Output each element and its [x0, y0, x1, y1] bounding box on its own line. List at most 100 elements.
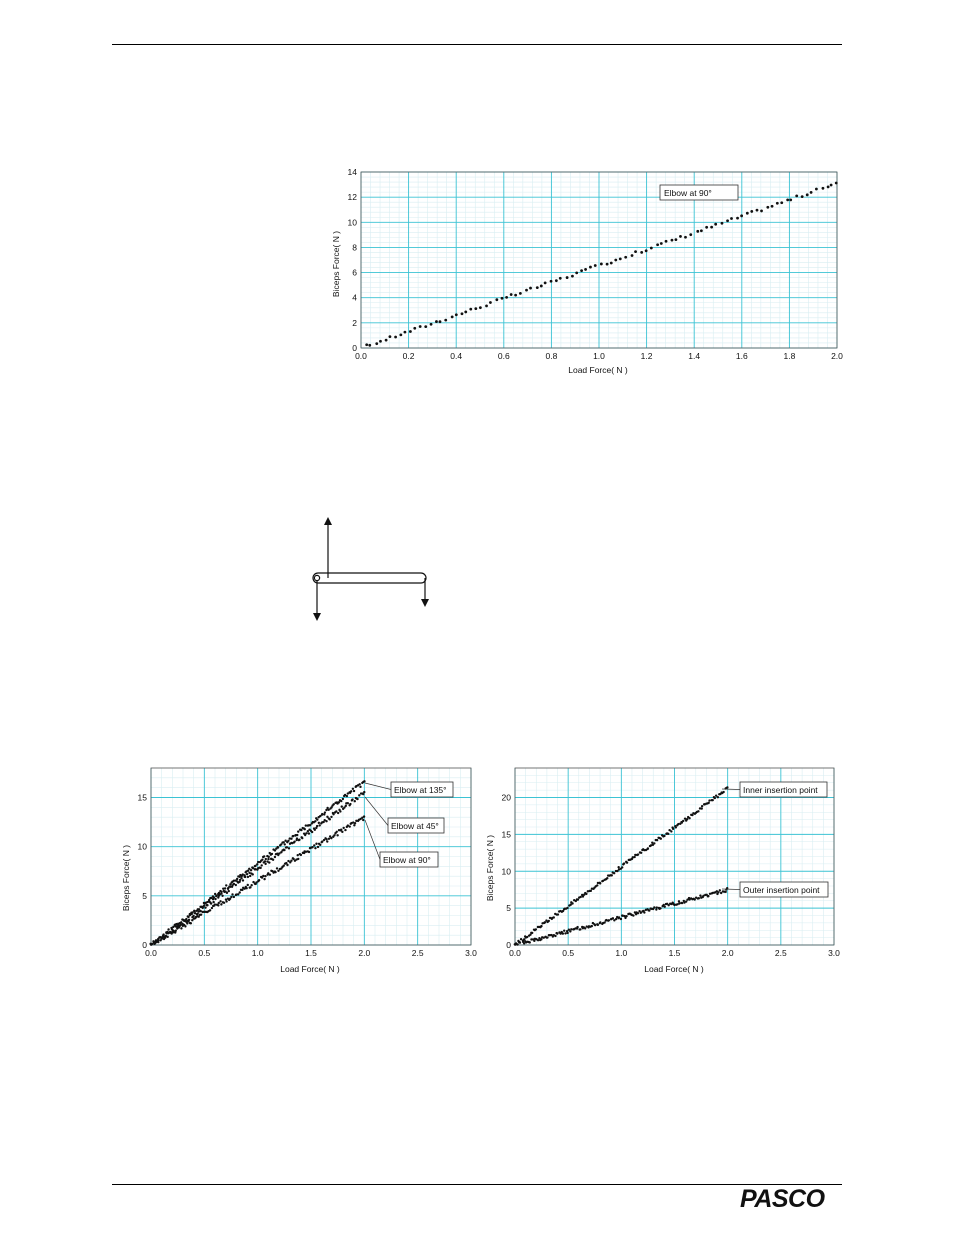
data-point	[332, 813, 335, 816]
data-point	[264, 874, 267, 878]
data-point	[599, 921, 602, 924]
plot-border	[150, 767, 472, 946]
data-point	[322, 838, 326, 842]
data-point	[561, 932, 565, 935]
data-point	[315, 842, 318, 845]
x-tick-label: 3.0	[465, 948, 477, 958]
data-point	[225, 884, 228, 887]
x-tick-label: 1.0	[252, 948, 264, 958]
data-point	[579, 928, 582, 931]
x-tick-label: 0.2	[403, 351, 415, 361]
x-tick-label: 1.5	[305, 948, 317, 958]
data-point	[593, 264, 597, 267]
footer-rule	[112, 1184, 842, 1185]
data-point	[222, 901, 226, 904]
data-point	[254, 864, 257, 868]
data-point	[268, 873, 272, 876]
data-point	[249, 886, 252, 889]
data-point	[667, 904, 670, 907]
data-point	[260, 864, 263, 867]
data-point	[576, 898, 580, 901]
data-point	[362, 792, 365, 796]
data-point	[330, 815, 333, 819]
data-point	[569, 903, 572, 906]
data-point	[335, 810, 338, 813]
data-point	[509, 293, 513, 296]
data-point	[632, 914, 635, 917]
data-point	[438, 320, 442, 324]
data-point	[348, 825, 351, 828]
data-point	[649, 246, 653, 250]
x-axis-label: Load Force( N )	[280, 964, 340, 974]
data-point	[688, 816, 691, 820]
data-point	[719, 891, 723, 895]
data-point	[529, 286, 532, 290]
data-point	[286, 863, 289, 867]
y-tick-label: 14	[348, 167, 358, 177]
data-point	[245, 872, 249, 876]
data-point	[429, 322, 433, 326]
data-point	[699, 229, 703, 233]
data-point	[254, 868, 257, 871]
data-point	[352, 789, 356, 793]
data-point	[700, 805, 704, 808]
x-tick-label: 0.5	[198, 948, 210, 958]
data-point	[697, 810, 700, 813]
data-point	[365, 343, 369, 347]
data-point	[359, 785, 362, 789]
data-point	[191, 919, 194, 922]
data-point	[298, 838, 301, 841]
data-point	[250, 884, 253, 887]
data-point	[362, 818, 365, 822]
y-tick-label: 0	[352, 343, 357, 353]
data-point	[552, 916, 555, 919]
legend-label: Elbow at 90°	[664, 188, 712, 198]
data-point	[229, 883, 232, 886]
data-point	[232, 895, 236, 899]
data-point	[683, 817, 687, 820]
series-2	[149, 815, 366, 946]
data-point	[321, 812, 324, 816]
data-point	[267, 872, 270, 875]
data-point	[571, 274, 574, 278]
data-point	[547, 919, 550, 923]
data-point	[314, 820, 317, 823]
data-point	[174, 929, 177, 932]
data-point	[571, 902, 574, 905]
data-point	[353, 824, 356, 827]
data-point	[707, 894, 710, 898]
data-point	[567, 928, 571, 931]
data-point	[295, 837, 299, 840]
data-point	[240, 876, 243, 880]
data-point	[485, 304, 488, 308]
legend-leader	[721, 788, 741, 790]
x-tick-label: 0.5	[562, 948, 574, 958]
data-point	[229, 885, 232, 888]
data-point	[682, 819, 685, 823]
y-tick-label: 0	[506, 940, 511, 950]
data-point	[696, 229, 700, 233]
data-point	[622, 862, 626, 865]
data-point	[770, 204, 774, 208]
data-point	[636, 853, 640, 856]
data-point	[351, 787, 355, 790]
data-point	[766, 205, 770, 209]
data-point	[248, 871, 251, 875]
data-point	[201, 906, 204, 910]
data-point	[683, 901, 686, 904]
data-point	[243, 887, 246, 890]
data-point	[325, 808, 328, 812]
data-point	[362, 815, 366, 818]
data-point	[241, 879, 245, 882]
data-point	[612, 872, 616, 875]
data-point	[287, 859, 290, 863]
data-point	[519, 938, 523, 941]
data-point	[341, 797, 345, 801]
data-point	[821, 186, 825, 190]
chart-elbow-angles: 0.0 0.5 1.0 1.5 2.0 2.5 3.0 0 5 10 15 Load Force( N…	[121, 767, 477, 974]
data-point	[450, 315, 454, 319]
data-point	[780, 201, 784, 205]
data-point	[760, 209, 763, 213]
data-point	[720, 221, 724, 225]
data-point	[518, 940, 521, 944]
